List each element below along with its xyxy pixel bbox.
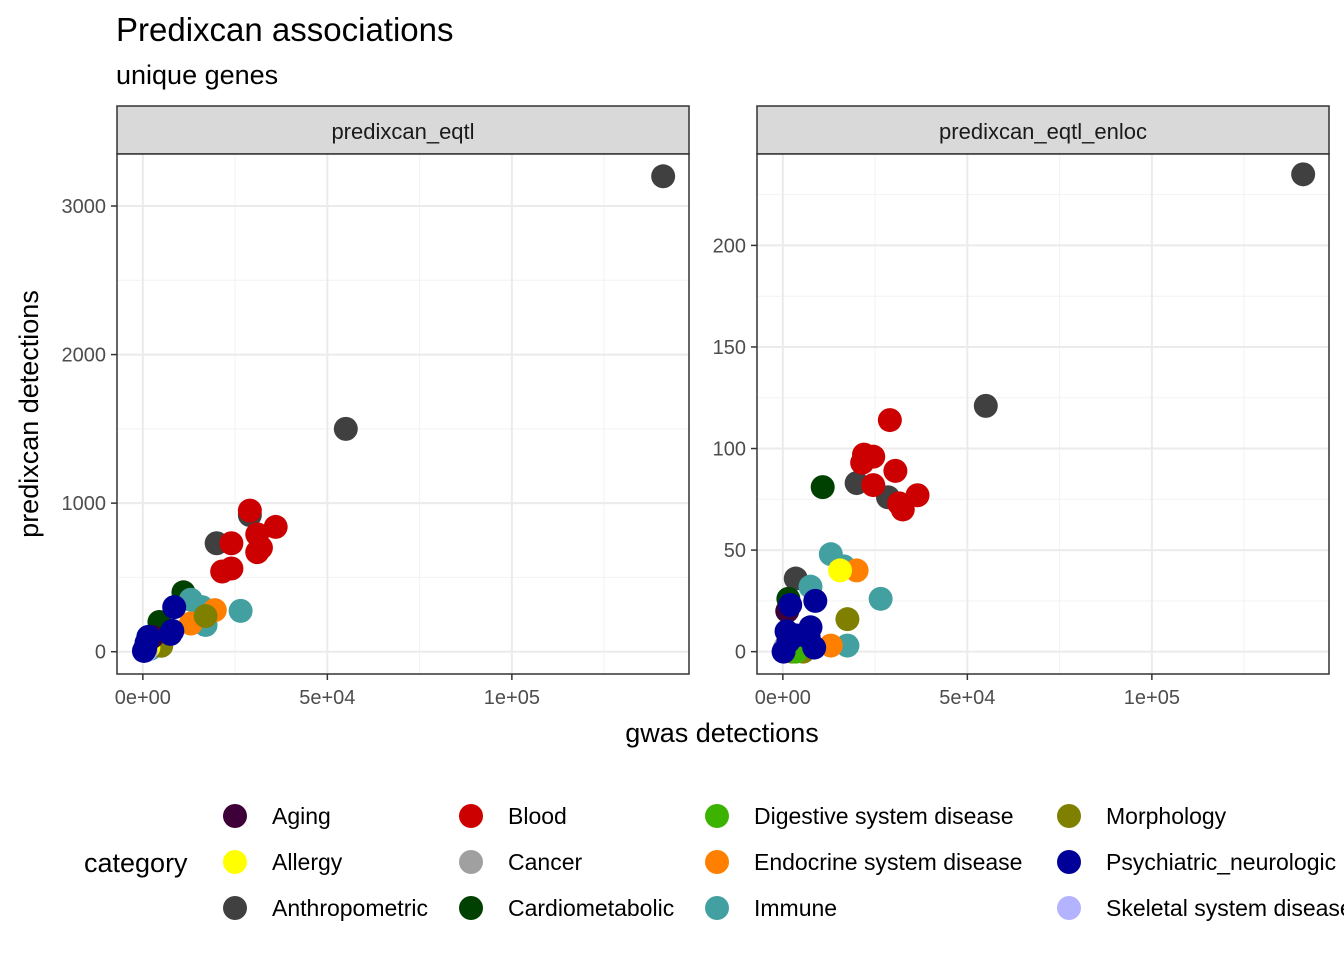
y-tick-label: 2000: [62, 345, 107, 367]
legend-label: Endocrine system disease: [754, 849, 1022, 875]
y-tick-label: 3000: [62, 196, 107, 218]
legend-key: [459, 850, 483, 874]
legend-item: Cancer: [459, 849, 582, 875]
legend-key: [705, 850, 729, 874]
data-point: [778, 592, 803, 617]
y-tick-label: 0: [735, 642, 746, 664]
x-tick-label: 5e+04: [939, 687, 995, 709]
data-point: [973, 393, 998, 418]
data-point: [835, 607, 860, 632]
legend-key: [223, 804, 247, 828]
legend: category Aging Allergy Anthropometric Blood…: [84, 803, 1344, 921]
x-tick-label: 1e+05: [1124, 687, 1180, 709]
facet-strip: [756, 105, 1330, 155]
data-point: [802, 635, 827, 660]
legend-item: Cardiometabolic: [459, 895, 674, 921]
x-tick-label: 0e+00: [115, 687, 171, 709]
legend-item: Aging: [223, 803, 331, 829]
y-tick-label: 0: [95, 642, 106, 664]
data-point: [844, 558, 869, 583]
legend-item: Allergy: [223, 849, 343, 875]
legend-label: Cancer: [508, 849, 582, 875]
legend-key: [459, 896, 483, 920]
legend-title: category: [84, 848, 188, 878]
data-point: [868, 586, 893, 611]
data-point: [890, 497, 915, 522]
x-tick-label: 5e+04: [299, 687, 355, 709]
data-point: [263, 514, 288, 539]
data-point: [803, 588, 828, 613]
data-point: [1291, 162, 1316, 187]
facet-strip-label: predixcan_eqtl_enloc: [939, 119, 1147, 144]
panel-predixcan-eqtl-enloc: predixcan_eqtl_enloc 0e+00 5e+04 1e+05 0 50 10…: [713, 105, 1330, 709]
data-point: [828, 558, 853, 583]
legend-item: Blood: [459, 803, 567, 829]
y-tick-label: 200: [713, 235, 746, 257]
y-tick-label: 1000: [62, 493, 107, 515]
legend-label: Skeletal system disease: [1106, 895, 1344, 921]
legend-key: [223, 896, 247, 920]
y-tick-label: 150: [713, 337, 746, 359]
data-point: [219, 531, 244, 556]
data-point: [237, 498, 262, 523]
legend-label: Morphology: [1106, 803, 1227, 829]
legend-item: Digestive system disease: [705, 803, 1014, 829]
legend-label: Allergy: [272, 849, 343, 875]
legend-label: Blood: [508, 803, 567, 829]
legend-item: Morphology: [1057, 803, 1227, 829]
legend-item: Immune: [705, 895, 837, 921]
data-point: [651, 164, 676, 189]
legend-label: Digestive system disease: [754, 803, 1014, 829]
legend-label: Immune: [754, 895, 837, 921]
y-axis-label: predixcan detections: [14, 290, 44, 538]
data-point: [333, 416, 358, 441]
legend-item: Endocrine system disease: [705, 849, 1022, 875]
panel-background: [757, 154, 1329, 674]
legend-label: Aging: [272, 803, 331, 829]
legend-key: [1057, 896, 1081, 920]
legend-key: [705, 804, 729, 828]
data-point: [245, 540, 270, 565]
data-point: [877, 408, 902, 433]
legend-item: Anthropometric: [223, 895, 428, 921]
y-tick-label: 50: [724, 540, 746, 562]
data-point: [158, 621, 183, 646]
data-point: [162, 595, 187, 620]
data-point: [883, 458, 908, 483]
data-point: [228, 598, 253, 623]
data-point: [905, 483, 930, 508]
panel-predixcan-eqtl: predixcan_eqtl 0e+00 5e+04 1e+05 0 1000 2000 30…: [62, 105, 690, 709]
data-point: [193, 604, 218, 629]
chart-subtitle: unique genes: [116, 60, 278, 90]
data-point: [131, 638, 156, 663]
panel-border: [756, 153, 1330, 675]
y-tick-label: 100: [713, 439, 746, 461]
panel-background: [117, 154, 689, 674]
legend-key: [705, 896, 729, 920]
data-point: [771, 639, 796, 664]
x-tick-label: 0e+00: [755, 687, 811, 709]
legend-label: Psychiatric_neurologic: [1106, 849, 1336, 875]
data-point: [861, 473, 886, 498]
facet-strip: [116, 105, 690, 155]
legend-key: [1057, 804, 1081, 828]
legend-key: [459, 804, 483, 828]
chart-title: Predixcan associations: [116, 11, 454, 48]
panel-border: [116, 153, 690, 675]
legend-label: Anthropometric: [272, 895, 428, 921]
data-point: [850, 450, 875, 475]
x-tick-label: 1e+05: [484, 687, 540, 709]
facet-strip-label: predixcan_eqtl: [331, 119, 474, 144]
legend-item: Skeletal system disease: [1057, 895, 1344, 921]
legend-item: Psychiatric_neurologic: [1057, 849, 1336, 875]
data-point: [210, 559, 235, 584]
x-axis-label: gwas detections: [625, 718, 819, 748]
legend-key: [1057, 850, 1081, 874]
data-point: [810, 475, 835, 500]
data-point: [835, 633, 860, 658]
legend-key: [223, 850, 247, 874]
legend-label: Cardiometabolic: [508, 895, 674, 921]
